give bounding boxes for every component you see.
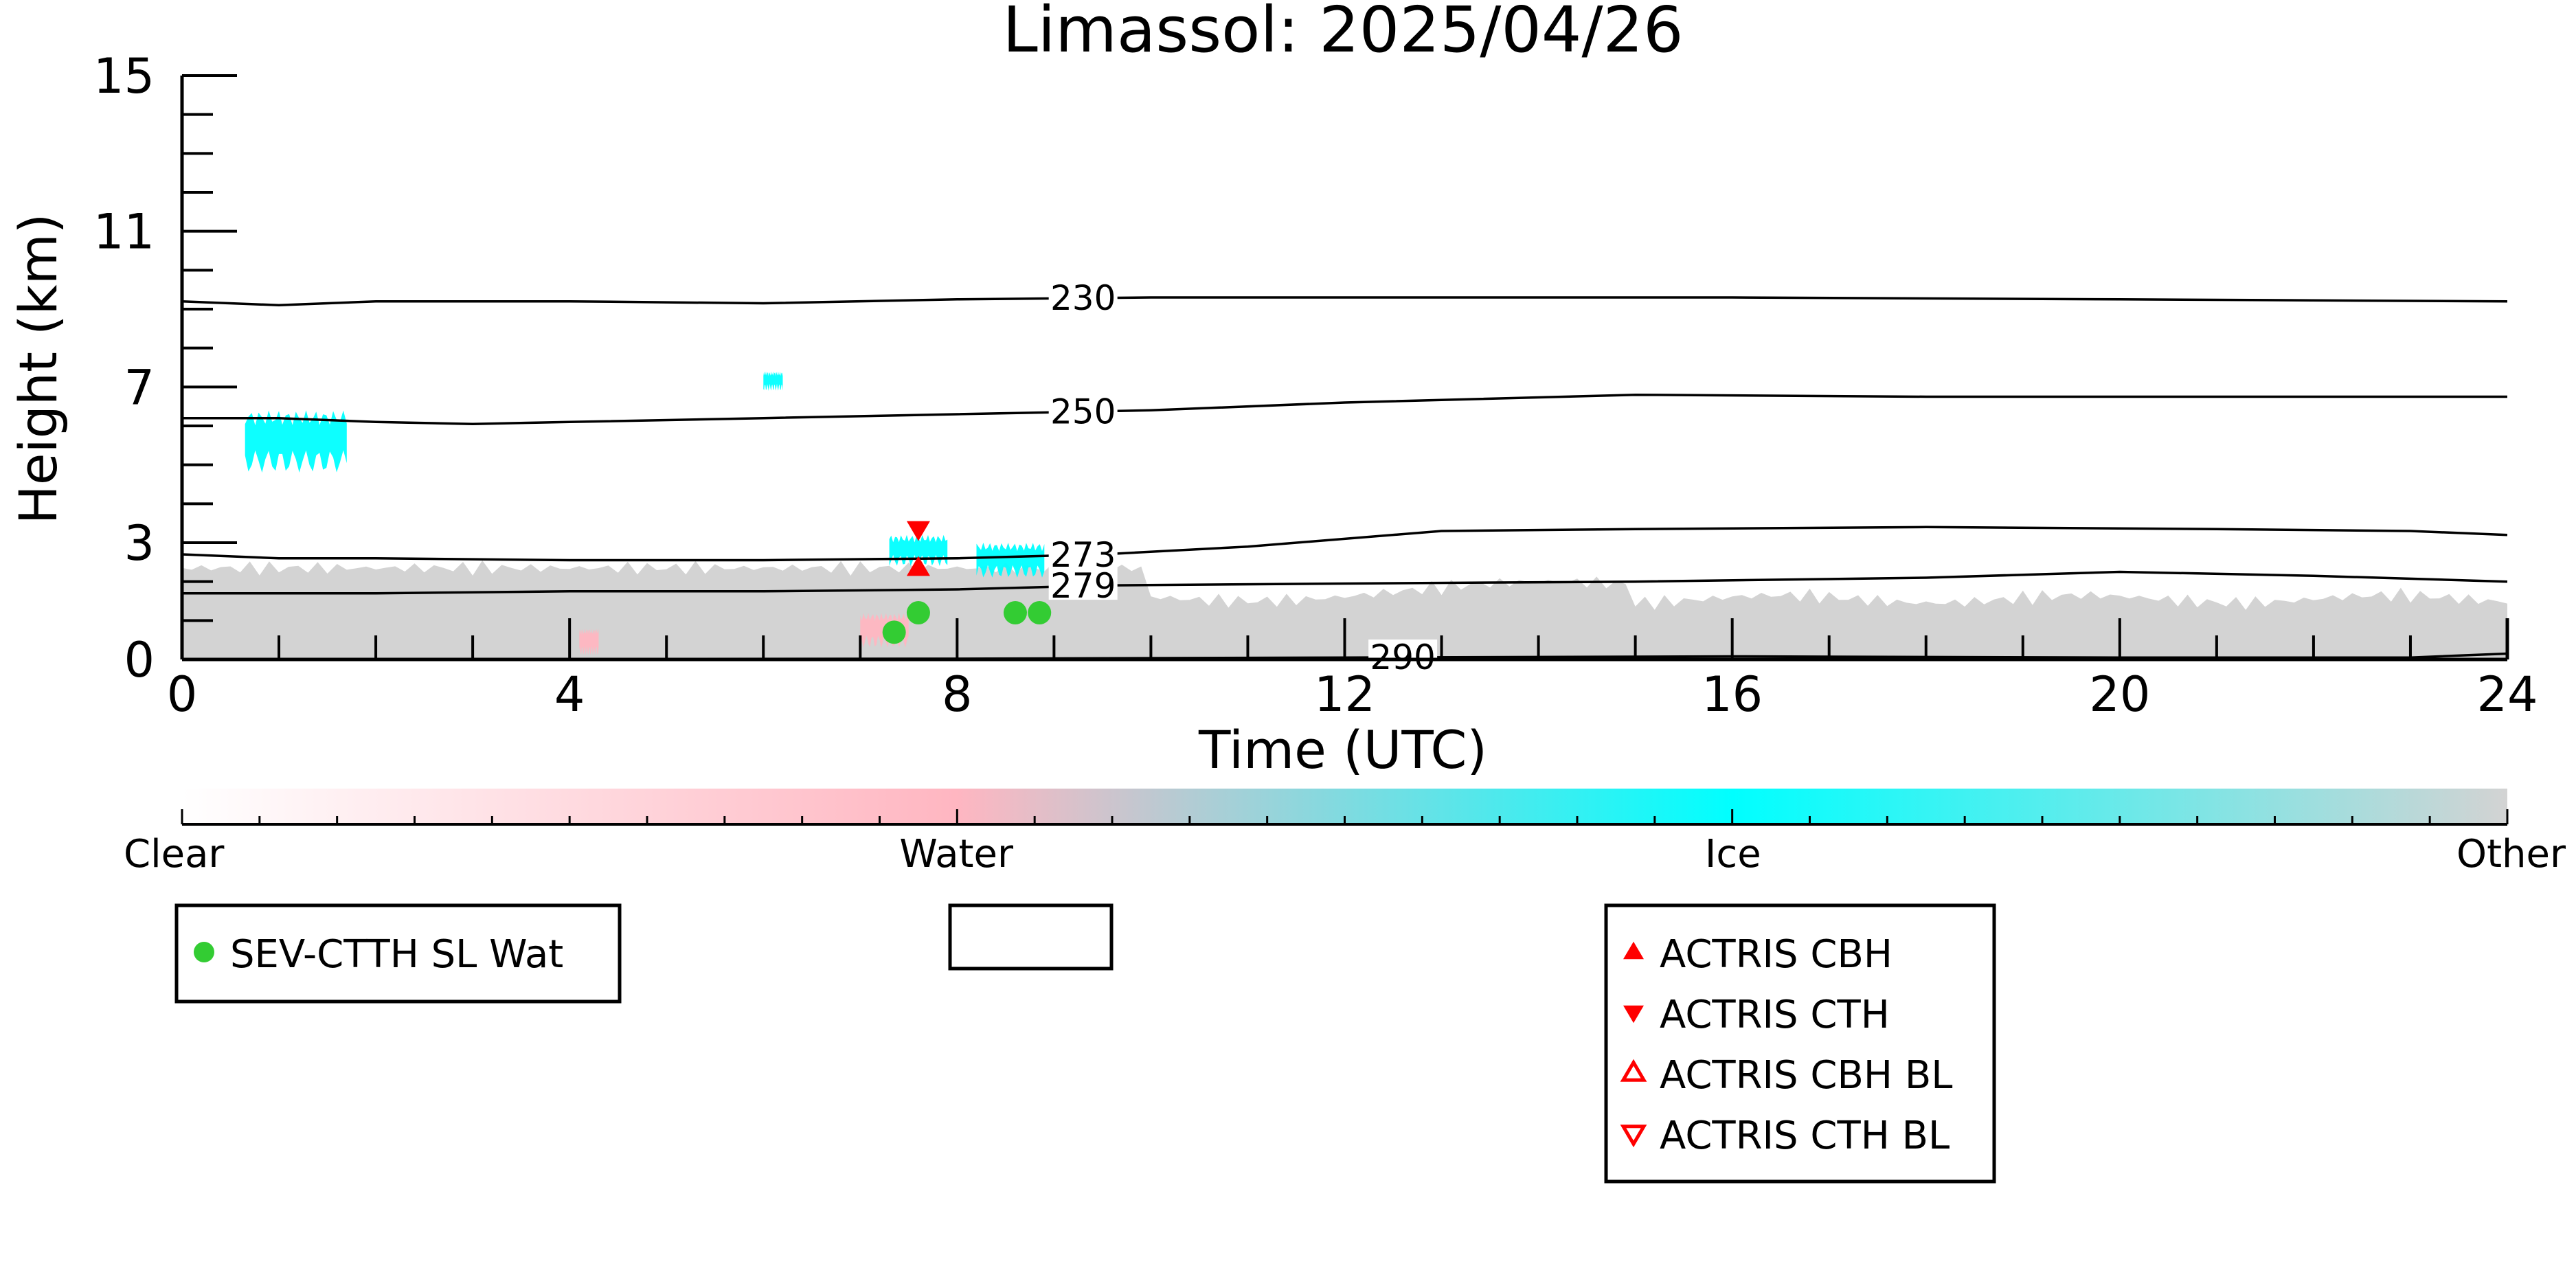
- isotherm-label-290: 290: [1370, 637, 1435, 677]
- y-tick-label: 7: [124, 359, 155, 416]
- legend-box-2: [948, 903, 1114, 971]
- legend-frame: [1604, 903, 1996, 1184]
- isotherm-label-279: 279: [1050, 566, 1116, 606]
- legend-entry: ACTRIS CBH BL: [1620, 1053, 1952, 1098]
- isotherm-label-bg: [1048, 280, 1118, 312]
- x-tick-label: 12: [1314, 666, 1375, 723]
- colorbar-label-clear: Clear: [124, 832, 225, 877]
- cloud-region-ice: [763, 371, 783, 391]
- isotherm-label-bg: [1048, 568, 1118, 600]
- legend-frame: [174, 903, 622, 1004]
- cloud-region-ice: [245, 410, 347, 473]
- legend-label: ACTRIS CTH: [1660, 993, 1890, 1037]
- y-tick-label: 15: [93, 48, 155, 104]
- marker-actris-cth: [906, 521, 930, 541]
- x-tick-label: 24: [2476, 666, 2538, 723]
- x-tick-label: 8: [942, 666, 973, 723]
- legend-entry: SEV-CTTH SL Wat: [194, 932, 563, 977]
- isotherm-279: [182, 570, 2508, 595]
- legend-frame: [948, 903, 1114, 971]
- colorbar-label-other: Other: [2456, 832, 2566, 877]
- classification-colorbar: Clear Water Ice Other: [124, 789, 2566, 877]
- marker-sev-ctth-sl-wat: [1003, 601, 1027, 624]
- isotherm-250: [182, 393, 2507, 425]
- legend-marker: [1623, 1005, 1644, 1024]
- y-axis-label: Height (km): [8, 214, 69, 525]
- isotherm-273: [181, 526, 2508, 562]
- isotherm-label-bg: [1368, 639, 1438, 671]
- colorbar-label-ice: Ice: [1705, 832, 1761, 877]
- marker-sev-ctth-sl-wat: [906, 601, 930, 624]
- isotherm-label-230: 230: [1050, 278, 1116, 318]
- legend-entry: ACTRIS CTH: [1623, 993, 1890, 1037]
- cloud-region-other: [182, 560, 2507, 659]
- legend-entry: ACTRIS CBH: [1623, 932, 1893, 977]
- legend-marker: [1620, 1125, 1647, 1148]
- legend-marker: [194, 942, 214, 962]
- legend-label: ACTRIS CBH BL: [1660, 1053, 1952, 1098]
- y-tick-label: 3: [124, 515, 155, 572]
- cloud-region-water: [579, 628, 599, 656]
- y-tick-label: 11: [93, 204, 155, 260]
- x-tick-label: 4: [554, 666, 585, 723]
- legend-box-1: SEV-CTTH SL Wat: [174, 903, 622, 1004]
- isotherm-label-250: 250: [1050, 392, 1116, 431]
- cloud-layer: [182, 371, 2507, 659]
- legend-label: ACTRIS CBH: [1660, 932, 1893, 977]
- y-tick-label: 0: [124, 632, 155, 688]
- axes: 0 4 8 12 16 20 24 0 3 7 11 15: [93, 48, 2538, 723]
- isotherm-label-bg: [1048, 536, 1118, 569]
- x-tick-label: 0: [167, 666, 198, 723]
- marker-sev-ctth-sl-wat: [882, 620, 906, 644]
- legend-marker: [1623, 941, 1644, 960]
- chart-title: Limassol: 2025/04/26: [1002, 0, 1683, 67]
- marker-sev-ctth-sl-wat: [1028, 601, 1052, 624]
- colorbar-label-water: Water: [899, 832, 1014, 877]
- isotherm-label-bg: [1048, 394, 1118, 426]
- legend-marker: [1620, 1059, 1647, 1082]
- x-axis-label: Time (UTC): [1198, 719, 1487, 780]
- isotherm-230: [181, 296, 2508, 307]
- legend-box-3: ACTRIS CBH ACTRIS CTH ACTRIS CBH BL ACTRIS …: [1604, 903, 1996, 1184]
- observation-markers: [882, 521, 1052, 644]
- legend-entry: ACTRIS CTH BL: [1620, 1114, 1950, 1158]
- cloud-region-ice: [976, 543, 1045, 578]
- x-tick-label: 20: [2089, 666, 2150, 723]
- x-tick-label: 16: [1702, 666, 1763, 723]
- marker-actris-cbh: [906, 556, 930, 576]
- legend-label: ACTRIS CTH BL: [1660, 1114, 1950, 1158]
- legend-label: SEV-CTTH SL Wat: [230, 932, 563, 977]
